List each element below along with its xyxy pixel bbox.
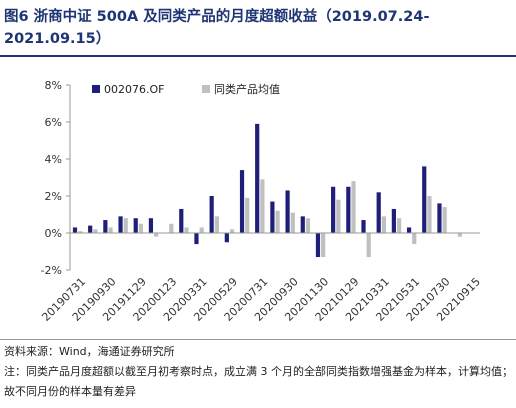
bar-peer-average — [123, 218, 128, 233]
y-tick-label: -2% — [41, 264, 62, 277]
bar-fund — [88, 225, 93, 233]
notes-divider — [0, 339, 516, 340]
bar-peer-average — [184, 227, 189, 233]
bar-peer-average — [457, 233, 462, 237]
bars-group — [72, 123, 462, 258]
bar-peer-average — [138, 223, 144, 233]
bar-peer-average — [381, 216, 386, 233]
bar-peer-average — [93, 229, 98, 233]
bar-fund — [148, 218, 154, 233]
y-axis: -2% 0% 2% 4% 6% 8% — [41, 79, 71, 277]
bar-peer-average — [290, 212, 295, 233]
bar-fund — [285, 190, 290, 233]
bar-peer-average — [351, 181, 356, 233]
bar-peer-average — [108, 227, 113, 233]
bar-peer-average — [245, 197, 250, 233]
bar-fund — [270, 201, 275, 233]
bar-peer-average — [336, 199, 341, 233]
bar-fund — [391, 208, 396, 233]
y-tick-label: 2% — [45, 190, 62, 203]
bar-fund — [179, 208, 184, 233]
bar-peer-average — [199, 227, 204, 233]
y-tick-label: 8% — [45, 79, 62, 92]
y-tick-label: 4% — [45, 153, 62, 166]
bar-fund — [300, 216, 305, 233]
legend: 002076.OF 同类产品均值 — [92, 82, 280, 96]
bar-fund — [315, 233, 321, 258]
legend-label-fund: 002076.OF — [104, 83, 164, 96]
bar-peer-average — [366, 233, 371, 258]
bar-peer-average — [229, 229, 235, 233]
bar-peer-average — [442, 207, 447, 233]
y-tick-label: 0% — [45, 227, 62, 240]
bar-fund — [239, 170, 245, 233]
bar-peer-average — [396, 218, 402, 233]
bar-peer-average — [78, 231, 83, 233]
legend-swatch-fund — [92, 85, 100, 93]
bar-peer-average — [427, 196, 432, 233]
bar-fund — [437, 203, 442, 233]
bar-peer-average — [214, 216, 219, 233]
bar-chart: -2% 0% 2% 4% 6% 8% 20190731201909302019112920… — [39, 79, 483, 324]
notes: 资料来源：Wind，海通证券研究所 注：同类产品月度超额以截至月初考察时点，成立… — [4, 342, 514, 402]
bar-peer-average — [169, 223, 174, 233]
bar-peer-average — [275, 210, 280, 233]
figure-title: 图6 浙商中证 500A 及同类产品的月度超额收益（2019.07.24-202… — [4, 9, 430, 47]
bar-peer-average — [321, 233, 326, 258]
bar-fund — [331, 186, 336, 233]
footnote: 注：同类产品月度超额以截至月初考察时点，成立满 3 个月的全部同类指数增强基金为… — [4, 365, 513, 398]
bar-fund — [72, 227, 78, 233]
bar-peer-average — [154, 233, 159, 237]
bar-peer-average — [412, 233, 417, 245]
bar-fund — [118, 216, 123, 233]
legend-label-peer: 同类产品均值 — [214, 82, 280, 96]
bar-fund — [224, 233, 229, 243]
bar-fund — [361, 220, 366, 233]
bar-fund — [194, 233, 199, 245]
bar-fund — [103, 220, 108, 233]
source-note: 资料来源：Wind，海通证券研究所 — [4, 345, 175, 358]
bar-peer-average — [305, 218, 311, 233]
bar-peer-average — [260, 179, 265, 233]
bar-fund — [376, 192, 381, 233]
chart-container: -2% 0% 2% 4% 6% 8% 20190731 20190930 20191129 20… — [0, 60, 516, 340]
bar-fund — [346, 186, 351, 233]
legend-swatch-peer — [202, 85, 210, 93]
bar-fund — [422, 166, 427, 233]
bar-fund — [255, 123, 260, 233]
bar-fund — [406, 227, 412, 233]
title-divider — [0, 55, 516, 57]
bar-fund — [133, 218, 138, 233]
y-tick-label: 6% — [45, 116, 62, 129]
x-axis: 2019073120190930201911292020012320200331… — [39, 232, 483, 324]
bar-fund — [209, 196, 214, 233]
